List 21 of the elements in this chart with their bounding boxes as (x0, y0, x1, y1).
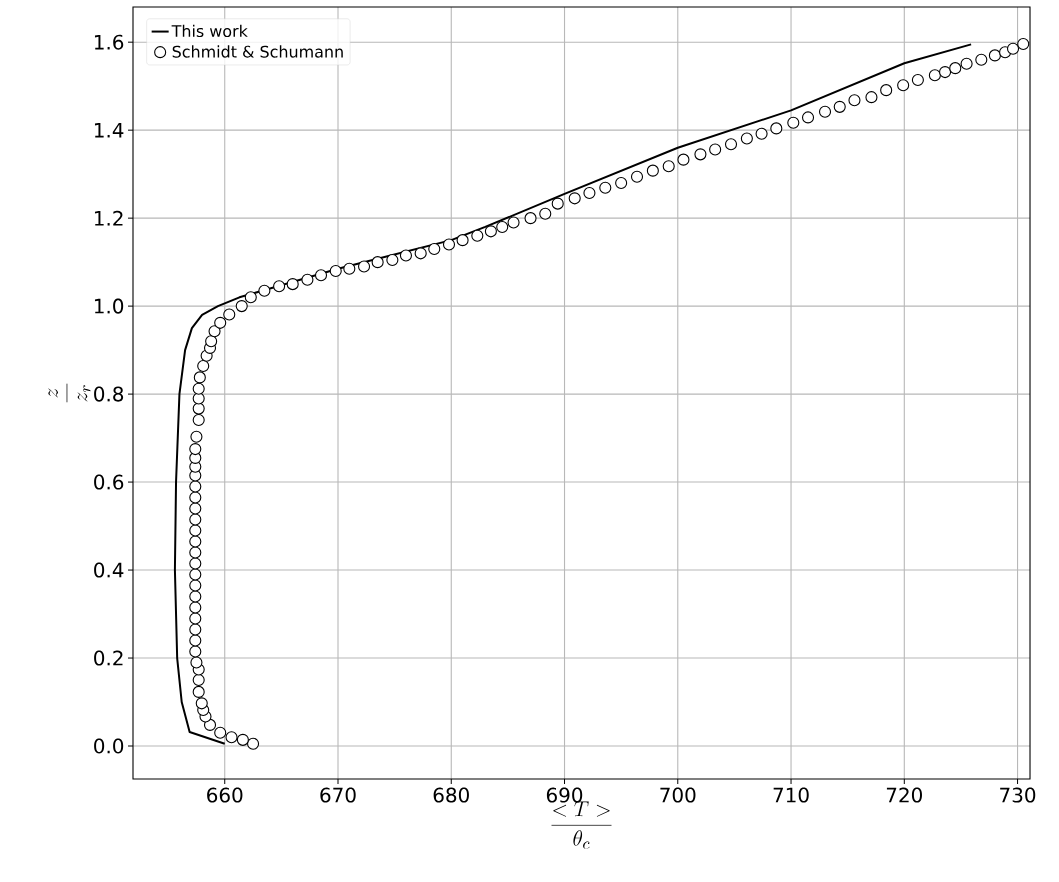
x-tick-label: 660 (207, 787, 243, 803)
y-tick-label: 1.4 (94, 122, 124, 138)
y-tick-label: 0.4 (94, 562, 124, 578)
y-tick-label: 0.8 (94, 386, 124, 402)
y-tick-label: 0.2 (94, 650, 123, 666)
x-tick-label: 670 (320, 787, 356, 803)
x-tick-label: 690 (546, 787, 583, 803)
x-tick-label: 720 (886, 787, 922, 803)
y-axis-title: $\frac{z}{z_r}$ (48, 383, 91, 403)
x-tick-label: 710 (773, 787, 809, 803)
y-tick-label: 1.0 (94, 298, 124, 314)
x-tick-label: 730 (1000, 787, 1036, 803)
x-tick-label: 700 (660, 787, 696, 803)
legend-label: This work (171, 24, 248, 38)
x-axis-title: $\frac{<T>}{\theta_c}$ (551, 801, 612, 849)
legend-label: Schmidt & Schumann (172, 45, 343, 58)
y-tick-label: 1.6 (94, 34, 124, 50)
y-tick-label: 0.6 (94, 474, 124, 490)
x-tick-label: 680 (433, 787, 469, 803)
y-tick-label: 0.0 (94, 738, 124, 754)
y-tick-label: 1.2 (94, 210, 123, 226)
